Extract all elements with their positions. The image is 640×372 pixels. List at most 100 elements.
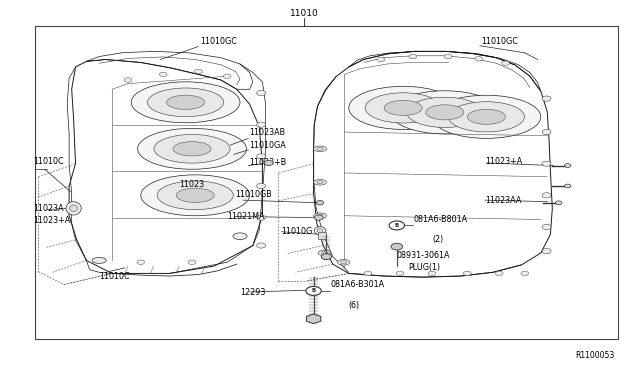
- Text: PLUG(1): PLUG(1): [408, 263, 440, 272]
- Ellipse shape: [384, 100, 422, 115]
- Text: 11023AA: 11023AA: [485, 196, 522, 205]
- Ellipse shape: [70, 205, 77, 212]
- Ellipse shape: [314, 213, 326, 219]
- Text: 11010C: 11010C: [99, 272, 130, 281]
- Ellipse shape: [314, 227, 326, 235]
- Ellipse shape: [340, 261, 347, 264]
- Text: 11023A: 11023A: [33, 204, 64, 213]
- Circle shape: [257, 90, 266, 96]
- Circle shape: [463, 271, 471, 276]
- Ellipse shape: [314, 179, 326, 185]
- Circle shape: [124, 78, 132, 82]
- Ellipse shape: [317, 147, 323, 150]
- Ellipse shape: [426, 105, 464, 120]
- Ellipse shape: [154, 134, 230, 163]
- Circle shape: [521, 271, 529, 276]
- Ellipse shape: [92, 257, 106, 263]
- Ellipse shape: [407, 97, 483, 128]
- Circle shape: [564, 184, 571, 188]
- Ellipse shape: [390, 91, 499, 134]
- Circle shape: [391, 243, 403, 250]
- Circle shape: [257, 154, 266, 159]
- Text: 11010GB: 11010GB: [236, 190, 272, 199]
- Ellipse shape: [66, 202, 81, 215]
- Ellipse shape: [157, 181, 233, 210]
- Text: 081A6-B301A: 081A6-B301A: [330, 280, 385, 289]
- Ellipse shape: [317, 228, 323, 233]
- Bar: [35, 26, 618, 339]
- Circle shape: [556, 201, 562, 205]
- Text: 11023: 11023: [179, 180, 204, 189]
- Text: 11010C: 11010C: [33, 157, 64, 166]
- Circle shape: [396, 271, 404, 276]
- Circle shape: [542, 161, 551, 166]
- Ellipse shape: [349, 86, 458, 129]
- Circle shape: [428, 271, 436, 276]
- Ellipse shape: [365, 93, 442, 123]
- Circle shape: [495, 271, 503, 276]
- Ellipse shape: [138, 128, 246, 169]
- Ellipse shape: [317, 181, 323, 184]
- Text: 11023AB: 11023AB: [250, 128, 285, 137]
- Circle shape: [542, 224, 551, 230]
- Text: 08931-3061A: 08931-3061A: [397, 251, 451, 260]
- Circle shape: [321, 254, 332, 260]
- Ellipse shape: [337, 260, 350, 265]
- Circle shape: [257, 122, 266, 127]
- Circle shape: [377, 57, 385, 62]
- Text: 081A6-B801A: 081A6-B801A: [413, 215, 468, 224]
- Text: 11023+A: 11023+A: [485, 157, 522, 166]
- Ellipse shape: [314, 146, 326, 152]
- Text: R1100053: R1100053: [575, 351, 614, 360]
- Circle shape: [195, 69, 202, 74]
- Text: B: B: [395, 223, 399, 228]
- Text: 12293: 12293: [241, 288, 266, 296]
- Ellipse shape: [141, 175, 250, 216]
- Ellipse shape: [432, 95, 541, 138]
- Text: 11023+B: 11023+B: [250, 158, 287, 167]
- Circle shape: [564, 164, 571, 167]
- Circle shape: [314, 215, 323, 220]
- Circle shape: [257, 215, 266, 220]
- Circle shape: [444, 54, 452, 59]
- Circle shape: [542, 248, 551, 254]
- Ellipse shape: [317, 214, 323, 217]
- Circle shape: [306, 286, 321, 295]
- Ellipse shape: [166, 95, 205, 109]
- Text: 11010G: 11010G: [282, 227, 313, 236]
- Circle shape: [264, 160, 273, 166]
- Circle shape: [137, 260, 145, 264]
- Circle shape: [389, 221, 404, 230]
- Circle shape: [502, 61, 509, 65]
- Circle shape: [542, 193, 551, 198]
- Circle shape: [409, 54, 417, 59]
- Ellipse shape: [233, 233, 247, 240]
- Circle shape: [257, 243, 266, 248]
- Circle shape: [188, 260, 196, 264]
- Ellipse shape: [318, 250, 331, 256]
- Circle shape: [159, 72, 167, 77]
- Ellipse shape: [176, 188, 214, 202]
- Text: B: B: [312, 288, 316, 294]
- Circle shape: [542, 129, 551, 135]
- Ellipse shape: [173, 142, 211, 156]
- Circle shape: [257, 183, 266, 189]
- Circle shape: [364, 271, 372, 276]
- Bar: [318, 232, 326, 239]
- Circle shape: [223, 74, 231, 78]
- Ellipse shape: [147, 88, 224, 117]
- Text: 11023+A: 11023+A: [33, 216, 70, 225]
- Text: 11021MA: 11021MA: [227, 212, 265, 221]
- Text: 11010: 11010: [290, 9, 318, 17]
- Circle shape: [475, 57, 483, 61]
- Circle shape: [316, 201, 324, 205]
- Text: 11010GA: 11010GA: [250, 141, 286, 150]
- Text: 11010GC: 11010GC: [200, 37, 237, 46]
- Text: (2): (2): [432, 235, 444, 244]
- Ellipse shape: [131, 82, 240, 123]
- Text: (6): (6): [349, 301, 360, 310]
- Ellipse shape: [321, 251, 328, 254]
- Circle shape: [542, 96, 551, 101]
- Text: 11010GC: 11010GC: [481, 37, 518, 46]
- Ellipse shape: [448, 102, 525, 132]
